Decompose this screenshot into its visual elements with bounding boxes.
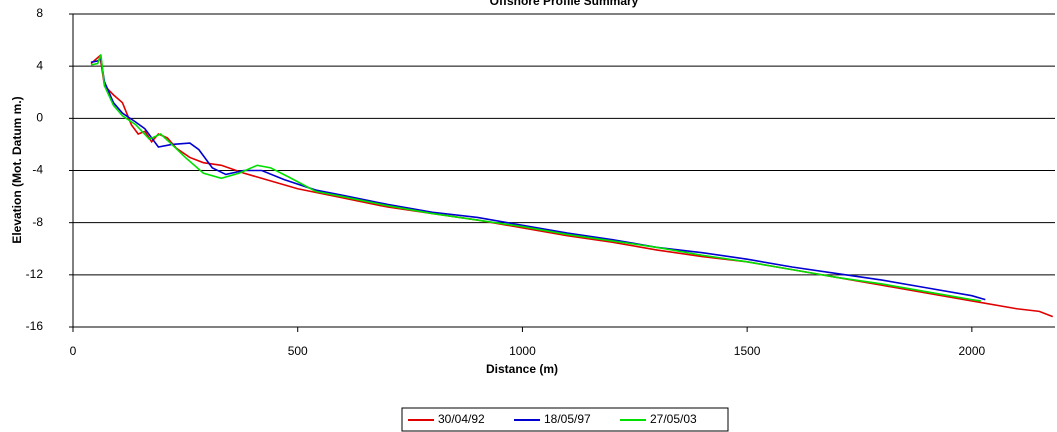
series-line bbox=[90, 54, 981, 302]
y-axis-label: Elevation (Mot. Datum m.) bbox=[10, 96, 24, 243]
y-tick-label: -4 bbox=[32, 163, 43, 177]
legend-label: 30/04/92 bbox=[438, 412, 485, 426]
legend-box bbox=[401, 407, 729, 432]
x-tick-label: 1500 bbox=[734, 344, 761, 358]
chart-title: Offshore Profile Summary bbox=[490, 0, 639, 8]
x-tick-label: 2000 bbox=[959, 344, 986, 358]
y-tick-label: 0 bbox=[36, 111, 43, 125]
x-tick-label: 0 bbox=[70, 344, 77, 358]
y-tick-label: 4 bbox=[36, 58, 43, 72]
x-axis-label: Distance (m) bbox=[486, 362, 558, 376]
y-tick-label: -8 bbox=[32, 215, 43, 229]
y-tick-label: -16 bbox=[26, 319, 44, 333]
y-tick-label: -12 bbox=[26, 267, 44, 281]
y-tick-label: 8 bbox=[36, 6, 43, 20]
series-line bbox=[90, 56, 986, 301]
x-tick-label: 500 bbox=[288, 344, 308, 358]
x-tick-label: 1000 bbox=[509, 344, 536, 358]
legend-label: 27/05/03 bbox=[650, 412, 697, 426]
series-line bbox=[90, 54, 1054, 318]
legend-label: 18/05/97 bbox=[544, 412, 591, 426]
